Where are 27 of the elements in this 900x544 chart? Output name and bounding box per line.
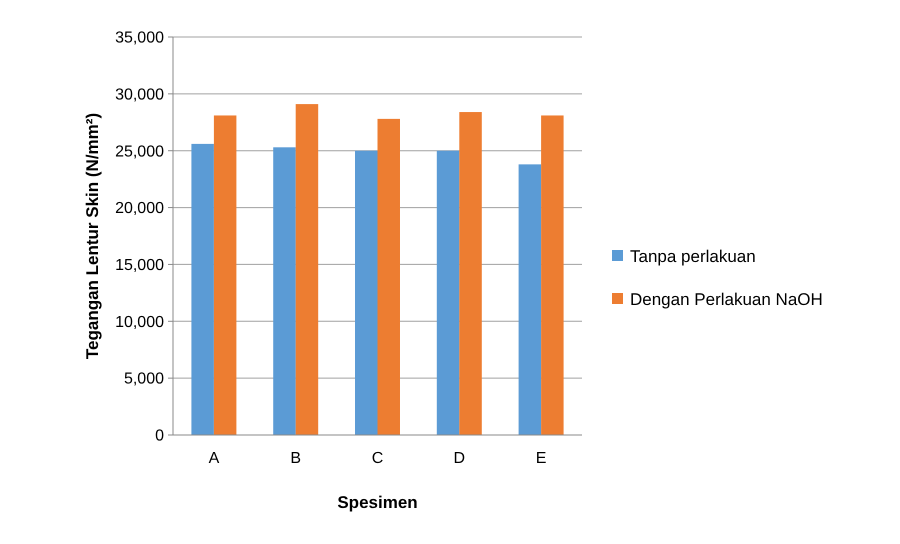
legend-label: Tanpa perlakuan bbox=[630, 246, 756, 266]
bar bbox=[541, 115, 564, 435]
bar bbox=[191, 144, 214, 435]
bar bbox=[459, 112, 482, 435]
x-tick-label: D bbox=[454, 450, 466, 467]
y-axis-title: Tegangan Lentur Skin (N/mm²) bbox=[83, 112, 102, 360]
bar bbox=[214, 115, 236, 435]
bar bbox=[436, 150, 460, 435]
y-tick-label: 15,000 bbox=[115, 257, 164, 274]
legend-label: Dengan Perlakuan NaOH bbox=[630, 290, 823, 309]
y-tick-label: 0 bbox=[155, 428, 164, 445]
x-tick-label: C bbox=[372, 450, 384, 467]
y-tick-label: 25,000 bbox=[115, 143, 164, 160]
bar bbox=[355, 150, 378, 435]
bar bbox=[518, 164, 542, 435]
y-tick-label: 5,000 bbox=[124, 370, 164, 388]
x-axis-title: Spesimen bbox=[337, 493, 418, 512]
bar bbox=[378, 118, 400, 435]
x-tick-label: B bbox=[290, 450, 302, 467]
bar bbox=[296, 104, 318, 435]
y-tick-label: 20,000 bbox=[115, 200, 164, 218]
bar bbox=[273, 147, 296, 435]
y-tick-label: 10,000 bbox=[115, 314, 164, 331]
y-tick-label: 30,000 bbox=[115, 86, 164, 104]
x-tick-label: A bbox=[208, 450, 220, 467]
x-tick-label: E bbox=[536, 450, 546, 467]
y-tick-label: 35,000 bbox=[115, 30, 164, 47]
